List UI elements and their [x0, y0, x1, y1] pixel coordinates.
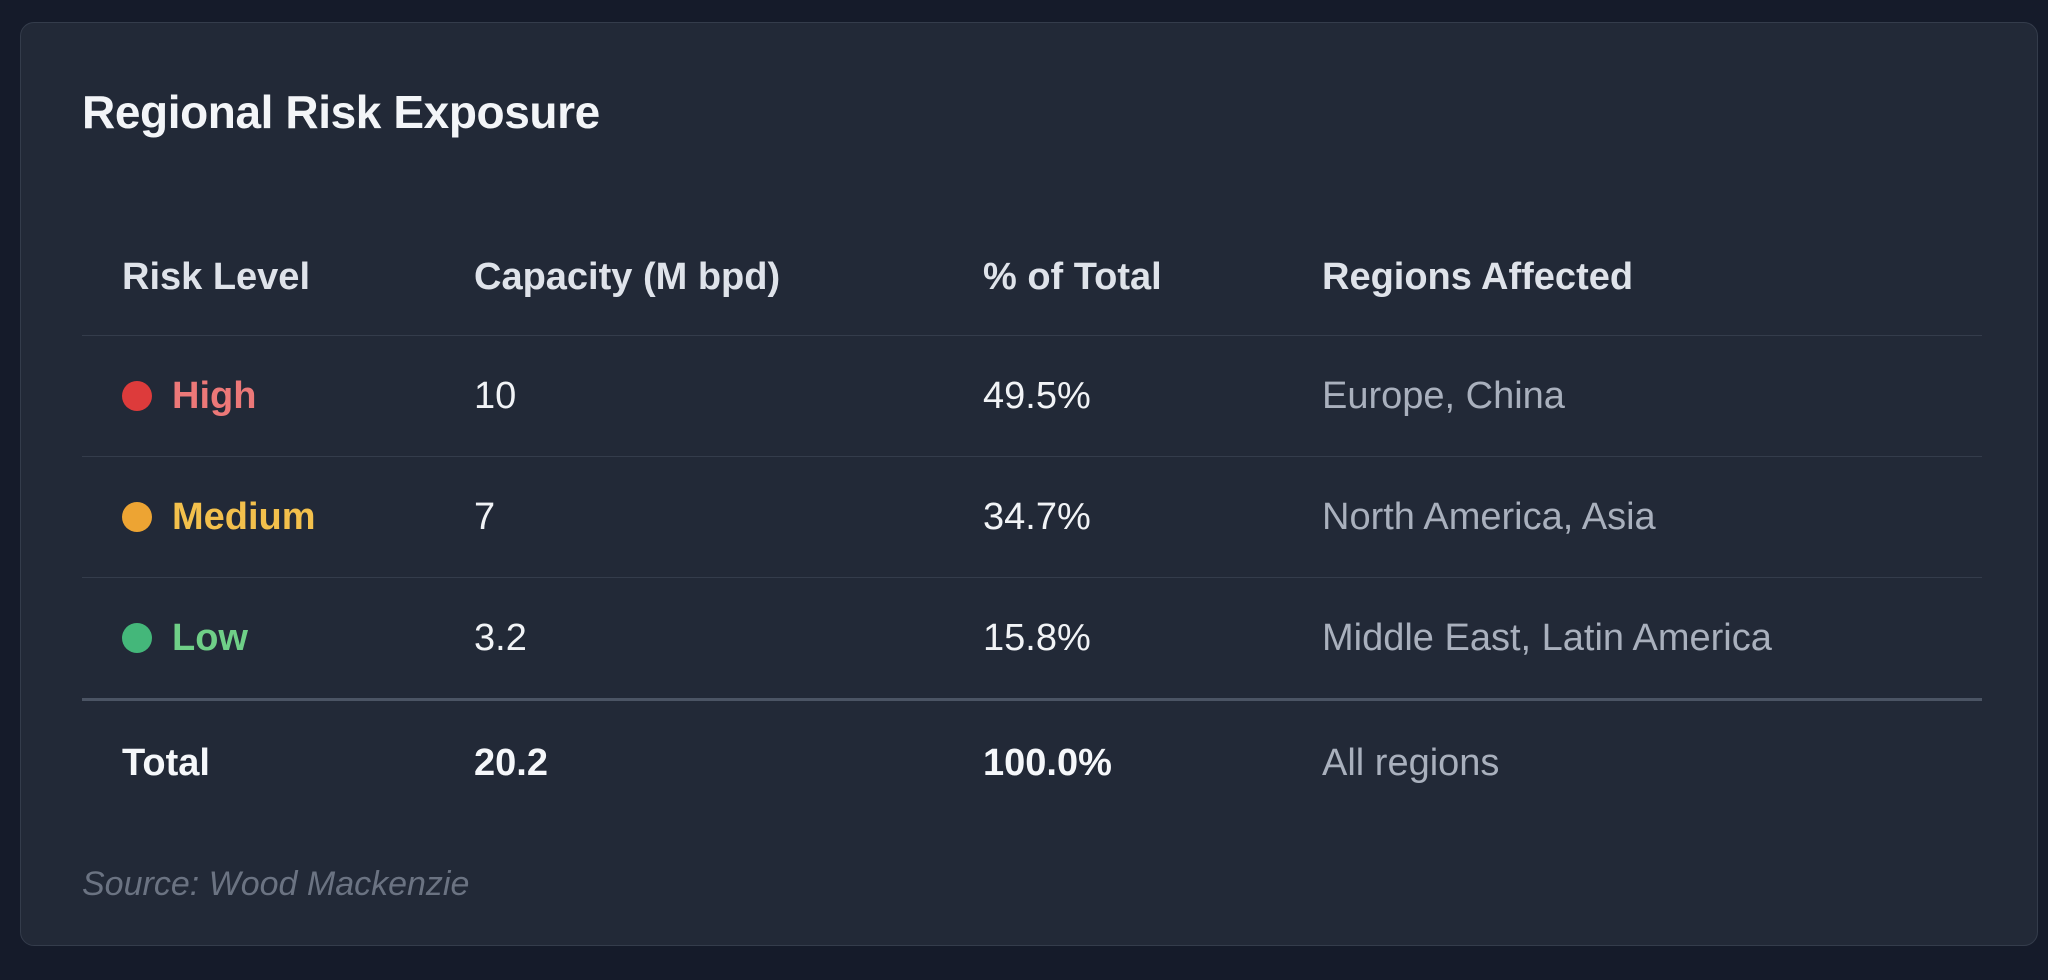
risk-table: Risk Level Capacity (M bpd) % of Total R… [82, 219, 1982, 825]
total-capacity: 20.2 [474, 741, 548, 784]
percent-value: 34.7% [983, 495, 1091, 538]
risk-level-label: High [172, 374, 257, 417]
table-total-row: Total 20.2 100.0% All regions [82, 701, 1982, 825]
card-title: Regional Risk Exposure [82, 86, 600, 138]
header-capacity: Capacity (M bpd) [474, 255, 781, 298]
regions-value: Europe, China [1322, 374, 1565, 417]
table-header-row: Risk Level Capacity (M bpd) % of Total R… [82, 219, 1982, 336]
header-percent: % of Total [983, 255, 1162, 298]
header-risk-level: Risk Level [122, 255, 310, 298]
source-note: Source: Wood Mackenzie [82, 865, 470, 903]
percent-value: 15.8% [983, 616, 1091, 659]
total-percent: 100.0% [983, 741, 1112, 784]
high-risk-dot-icon [122, 381, 152, 411]
low-risk-dot-icon [122, 623, 152, 653]
capacity-value: 7 [474, 495, 496, 538]
table-row-medium: Medium 7 34.7% North America, Asia [82, 457, 1982, 578]
header-regions: Regions Affected [1322, 255, 1634, 298]
table-row-low: Low 3.2 15.8% Middle East, Latin America [82, 578, 1982, 701]
regions-value: Middle East, Latin America [1322, 616, 1772, 659]
capacity-value: 10 [474, 374, 517, 417]
risk-level-label: Medium [172, 495, 316, 538]
risk-level-label: Low [172, 616, 248, 659]
risk-level-low: Low [122, 578, 248, 698]
total-regions: All regions [1322, 741, 1500, 784]
table-row-high: High 10 49.5% Europe, China [82, 336, 1982, 457]
capacity-value: 3.2 [474, 616, 527, 659]
medium-risk-dot-icon [122, 502, 152, 532]
percent-value: 49.5% [983, 374, 1091, 417]
risk-level-medium: Medium [122, 457, 316, 577]
total-label: Total [122, 741, 210, 784]
regions-value: North America, Asia [1322, 495, 1656, 538]
risk-exposure-card: Regional Risk Exposure Risk Level Capaci… [20, 22, 2038, 946]
risk-level-high: High [122, 336, 256, 456]
